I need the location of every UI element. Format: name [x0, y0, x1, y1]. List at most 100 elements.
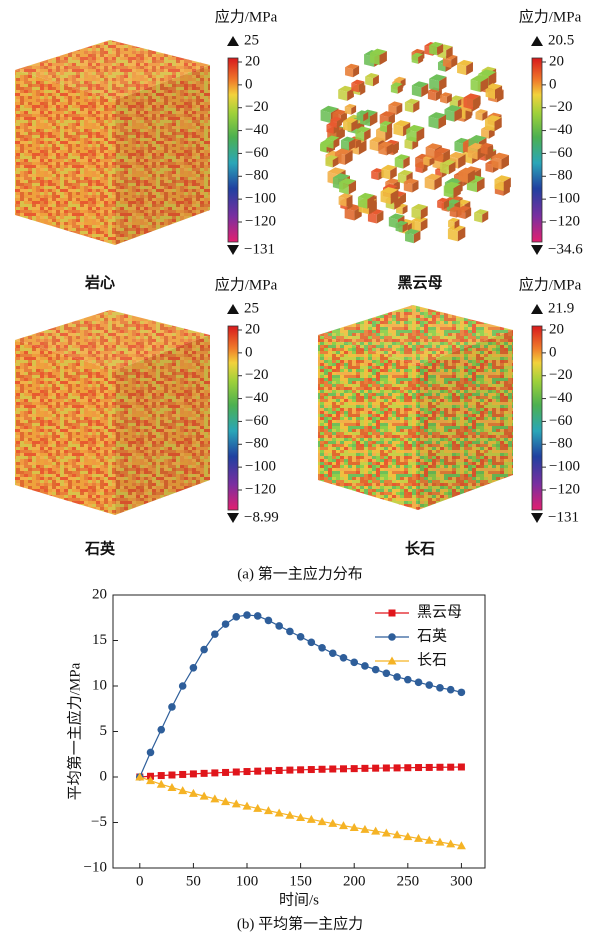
voxel	[463, 97, 474, 110]
voxel	[367, 212, 377, 224]
y-axis-label: 平均第一主应力/MPa	[65, 662, 83, 800]
colorbar-tick-label: −80	[245, 436, 268, 452]
marker	[381, 828, 391, 837]
colorbar-tick-label: −40	[245, 390, 268, 406]
colorbar-tick-label: −60	[245, 413, 268, 429]
voxel	[440, 159, 456, 166]
marker	[254, 767, 262, 775]
voxel	[403, 182, 413, 193]
voxel	[381, 168, 391, 180]
marker	[179, 770, 187, 778]
voxel	[495, 85, 503, 100]
panel-label: 石英	[84, 539, 116, 557]
marker	[286, 766, 294, 774]
voxel	[356, 113, 364, 122]
voxel	[501, 155, 509, 170]
colorbar-tick-label: 20	[245, 53, 260, 69]
marker	[446, 839, 456, 848]
voxel	[494, 117, 502, 132]
voxel	[443, 181, 461, 189]
marker	[296, 633, 305, 641]
voxel	[369, 52, 380, 65]
marker	[338, 821, 348, 830]
voxel	[446, 46, 453, 59]
voxel	[376, 129, 386, 142]
cube-top	[318, 305, 513, 365]
marker	[360, 824, 370, 833]
voxel	[446, 93, 452, 104]
voxel	[403, 156, 410, 169]
colorbar-title: 应力/MPa	[215, 7, 278, 25]
voxel	[344, 204, 362, 211]
voxel	[325, 135, 340, 141]
marker	[436, 684, 444, 692]
voxel	[404, 102, 414, 113]
marker	[318, 643, 326, 652]
marker	[264, 616, 273, 625]
voxel	[339, 178, 357, 185]
shade	[15, 310, 210, 370]
voxel	[339, 182, 349, 195]
voxel	[338, 89, 348, 101]
voxel	[482, 211, 489, 223]
voxel	[437, 200, 444, 210]
voxel	[396, 206, 403, 215]
colorbar-max: 21.9	[548, 300, 574, 316]
marker	[296, 812, 306, 821]
voxel	[457, 59, 473, 67]
voxel	[487, 144, 493, 155]
voxel	[443, 186, 454, 199]
marker	[425, 763, 433, 771]
voxel	[357, 196, 368, 209]
voxel	[412, 180, 419, 193]
legend-label: 黑云母	[417, 603, 462, 620]
voxel	[467, 142, 486, 150]
marker	[189, 770, 197, 778]
voxel	[425, 147, 435, 159]
voxel	[340, 136, 356, 143]
x-tick-label: 0	[136, 873, 144, 889]
marker	[168, 771, 176, 779]
marker	[178, 786, 188, 795]
colorbar-tick-label: −40	[245, 122, 268, 138]
voxel	[488, 71, 497, 87]
marker	[307, 766, 315, 774]
voxel	[454, 219, 460, 229]
max-marker	[531, 304, 543, 314]
colorbar-tick-label: −120	[245, 481, 276, 497]
voxel	[379, 111, 395, 118]
colorbar-tick-label: −80	[245, 168, 268, 184]
voxel	[330, 116, 342, 122]
voxel	[338, 85, 354, 92]
voxel	[424, 177, 435, 191]
shade	[15, 40, 210, 100]
voxel	[429, 41, 444, 48]
voxel	[416, 127, 425, 143]
voxel	[390, 82, 403, 87]
cube-right	[418, 330, 513, 510]
voxel	[388, 101, 403, 107]
colorbar	[227, 57, 239, 243]
marker	[286, 627, 294, 636]
voxel	[413, 100, 420, 113]
voxel	[411, 216, 428, 223]
voxel	[369, 48, 387, 56]
voxel	[397, 173, 407, 185]
voxel	[411, 85, 422, 98]
voxel	[320, 144, 327, 153]
voxel	[466, 179, 477, 193]
voxel	[405, 232, 414, 244]
marker	[307, 638, 316, 647]
cube-right	[115, 335, 210, 515]
voxel	[345, 150, 353, 165]
marker	[243, 611, 251, 619]
voxel	[333, 137, 340, 149]
voxel	[351, 79, 365, 85]
voxel	[390, 85, 398, 94]
marker	[371, 665, 380, 674]
voxel	[446, 199, 461, 205]
min-marker	[531, 245, 543, 255]
min-marker	[531, 513, 543, 523]
marker	[297, 766, 305, 774]
voxel	[365, 76, 374, 87]
